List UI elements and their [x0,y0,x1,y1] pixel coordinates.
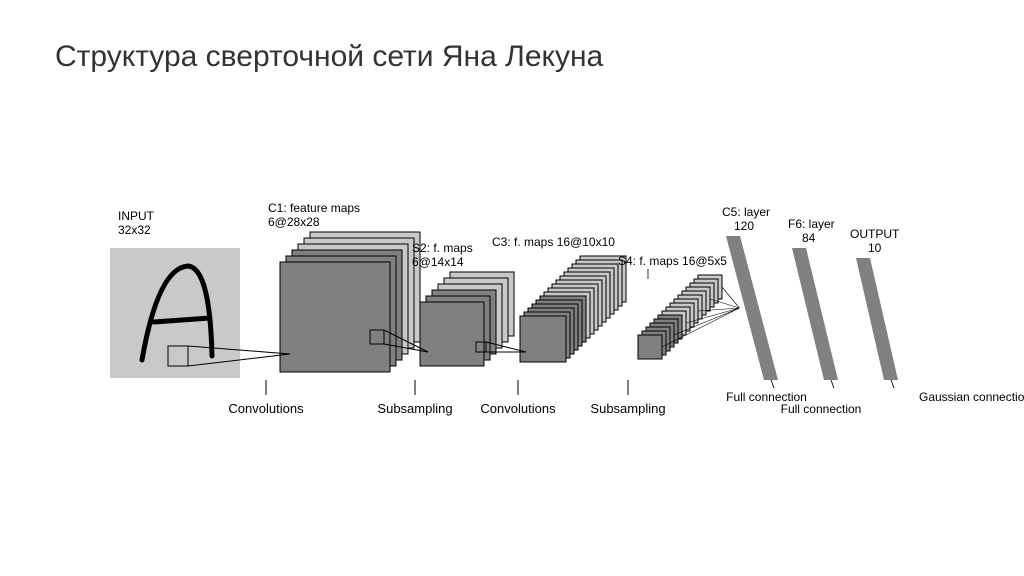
label-c3-top: C3: f. maps 16@10x10 [492,235,615,249]
c1-stack [280,232,420,372]
input-plane [110,248,240,378]
f6-bar [792,248,838,380]
label-s2-top: S2: f. maps [412,241,473,255]
lenet-diagram: INPUT32x32 C1: feature maps6@28x28 S2: f. … [0,0,1024,576]
c5-bar [726,236,778,380]
label-s2-sub: 6@14x14 [412,255,464,269]
slide: Структура сверточной сети Яна Лекуна INP… [0,0,1024,576]
s4-stack [638,275,722,359]
label-f6-top: F6: layer [788,217,835,231]
output-bar [856,258,898,380]
label-conv2: Convolutions [480,401,556,416]
label-c5-top: C5: layer [722,205,770,219]
label-c1-sub: 6@28x28 [268,215,320,229]
label-fc2: Full connection [781,402,862,416]
label-conv1: Convolutions [228,401,304,416]
label-gauss: Gaussian connections [919,390,1024,404]
label-sub1: Subsampling [377,401,452,416]
label-f6-sub: 84 [802,231,816,245]
label-input-top: INPUT [118,209,155,223]
label-s4-top: S4: f. maps 16@5x5 [618,254,727,268]
label-out-top: OUTPUT [850,227,900,241]
label-c1-top: C1: feature maps [268,201,360,215]
label-out-sub: 10 [868,241,882,255]
label-sub2: Subsampling [590,401,665,416]
label-c5-sub: 120 [734,219,754,233]
label-input-sub: 32x32 [118,223,151,237]
c3-stack [520,256,626,362]
